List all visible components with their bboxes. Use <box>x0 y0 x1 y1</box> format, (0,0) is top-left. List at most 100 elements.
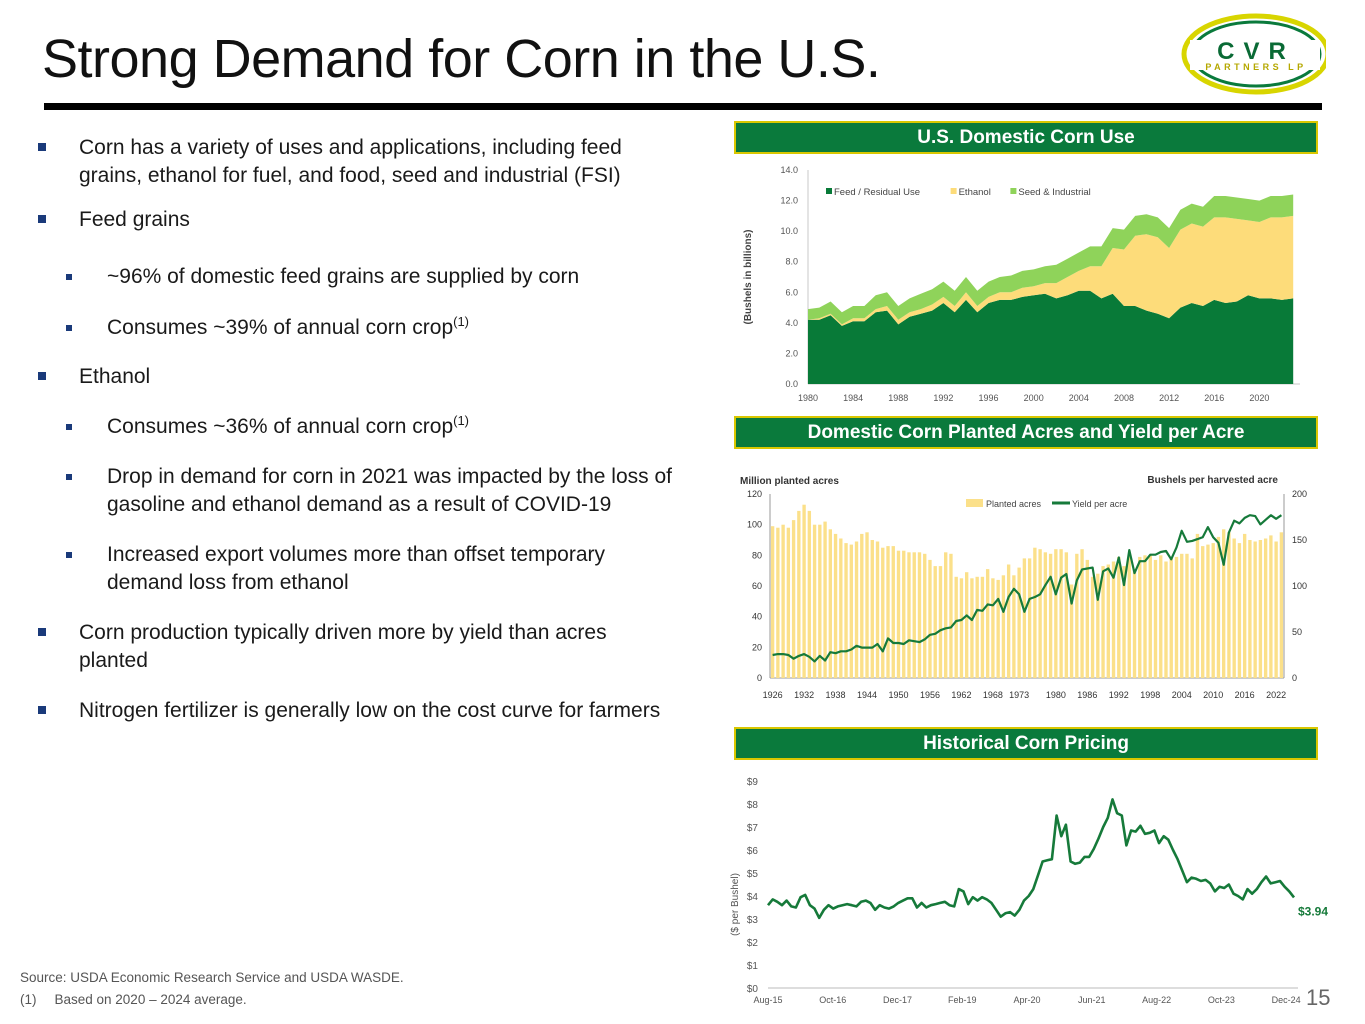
acres-bar <box>1237 543 1242 678</box>
legend-swatch <box>826 188 832 194</box>
acres-bar <box>1059 549 1063 678</box>
sub-bullet-item: Consumes ~39% of annual corn crop(1) <box>38 314 678 342</box>
acres-bar <box>1185 553 1189 678</box>
x-tick-label: Feb-19 <box>948 995 977 1005</box>
y2-tick-label: 0 <box>1292 673 1297 683</box>
x-tick-label: 2020 <box>1249 393 1269 403</box>
acres-bar <box>1017 567 1021 678</box>
sub-bullet-marker <box>66 552 72 558</box>
x-tick-label: 1973 <box>1009 690 1029 700</box>
y-tick-label: $2 <box>747 938 759 949</box>
page-number: 15 <box>1306 985 1331 1010</box>
x-tick-label: 1950 <box>888 690 908 700</box>
title-underline <box>44 103 1322 110</box>
chart2-header: Domestic Corn Planted Acres and Yield pe… <box>734 416 1318 449</box>
acres-bar <box>1180 553 1184 678</box>
acres-bar <box>1033 547 1037 678</box>
acres-bar <box>949 553 953 678</box>
acres-bar <box>933 566 937 678</box>
footnote-marker: (1) <box>20 992 37 1007</box>
bullet-list: Corn has a variety of uses and applicati… <box>38 134 678 725</box>
acres-bar <box>1242 533 1247 678</box>
acres-bar <box>1148 555 1152 678</box>
acres-bar <box>1127 556 1131 678</box>
acres-bar <box>844 543 848 678</box>
acres-bar <box>791 520 796 678</box>
acres-bar <box>1232 538 1236 678</box>
acres-bar <box>1263 538 1268 678</box>
acres-bar <box>1206 544 1210 678</box>
x-tick-label: Oct-16 <box>819 995 846 1005</box>
acres-bar <box>812 524 817 678</box>
y-tick-label: $4 <box>747 892 759 903</box>
bullet-text: Feed grains <box>79 208 190 231</box>
legend-label: Seed & Industrial <box>1018 187 1090 198</box>
acres-bar <box>823 521 827 678</box>
x-tick-label: 1992 <box>1109 690 1129 700</box>
x-tick-label: 1962 <box>951 690 971 700</box>
acres-bar <box>865 532 869 678</box>
acres-bar <box>1122 566 1126 678</box>
y-tick-label: $9 <box>747 777 759 788</box>
y-tick-label: 20 <box>752 642 762 652</box>
acres-bar <box>902 550 906 678</box>
acres-bar <box>886 546 890 678</box>
y-tick-label: 12.0 <box>780 196 798 206</box>
x-tick-label: Dec-24 <box>1272 995 1301 1005</box>
x-tick-label: 1984 <box>843 393 863 403</box>
legend-label: Feed / Residual Use <box>834 187 920 198</box>
sub-bullet-marker <box>66 474 72 480</box>
x-tick-label: Aug-15 <box>753 995 782 1005</box>
bullet-marker <box>38 706 46 714</box>
x-tick-label: 2016 <box>1204 393 1224 403</box>
x-tick-label: 1938 <box>826 690 846 700</box>
acres-bar <box>860 533 864 678</box>
acres-bar <box>917 552 922 678</box>
cvr-partners-logo: CVR PARTNERS LP <box>1181 13 1326 95</box>
y-tick-label: $6 <box>747 846 759 857</box>
x-tick-label: 1998 <box>1140 690 1160 700</box>
sub-bullet-item: Drop in demand for corn in 2021 was impa… <box>38 463 678 519</box>
footnote: (1) Based on 2020 – 2024 average. <box>20 992 247 1007</box>
y-axis-title: Million planted acres <box>740 476 839 487</box>
y-tick-label: 100 <box>747 520 762 530</box>
x-tick-label: Apr-20 <box>1014 995 1041 1005</box>
acres-bar <box>959 578 964 678</box>
x-tick-label: 2010 <box>1203 690 1223 700</box>
y-tick-label: $3 <box>747 915 759 926</box>
bullet-item: Feed grains <box>38 206 678 234</box>
x-tick-label: Oct-23 <box>1208 995 1235 1005</box>
acres-bar <box>881 547 885 678</box>
acres-bar <box>1227 532 1231 678</box>
acres-bar <box>1080 549 1084 678</box>
acres-bar <box>923 553 927 678</box>
bullet-text: Corn has a variety of uses and applicati… <box>79 136 622 187</box>
acres-bar <box>875 541 880 678</box>
acres-bar <box>1216 536 1221 678</box>
y-tick-label: $0 <box>747 984 759 995</box>
acres-bar <box>928 559 932 678</box>
acres-bar <box>1090 576 1095 678</box>
bullet-text: Drop in demand for corn in 2021 was impa… <box>107 465 672 516</box>
acres-bar <box>1075 553 1079 678</box>
acres-bar <box>1043 552 1048 678</box>
legend-swatch <box>950 188 957 194</box>
acres-bar <box>797 510 801 678</box>
y-tick-label: $1 <box>747 961 759 972</box>
bullet-marker <box>38 143 46 151</box>
x-tick-label: 1956 <box>920 690 940 700</box>
acres-bar <box>1159 555 1163 678</box>
y-tick-label: 4.0 <box>785 318 798 328</box>
acres-bar <box>1222 529 1226 678</box>
x-tick-label: 2004 <box>1069 393 1089 403</box>
acres-bar <box>1006 564 1011 678</box>
acres-bar <box>1153 559 1158 678</box>
acres-bar <box>818 524 822 678</box>
sub-bullet-marker <box>66 325 72 331</box>
y-tick-label: 14.0 <box>780 165 798 175</box>
acres-bar <box>1164 561 1168 678</box>
sub-bullet-item: ~96% of domestic feed grains are supplie… <box>38 263 678 291</box>
bullet-marker <box>38 215 46 223</box>
acres-bar <box>786 527 791 678</box>
legend-label: Ethanol <box>959 187 991 198</box>
